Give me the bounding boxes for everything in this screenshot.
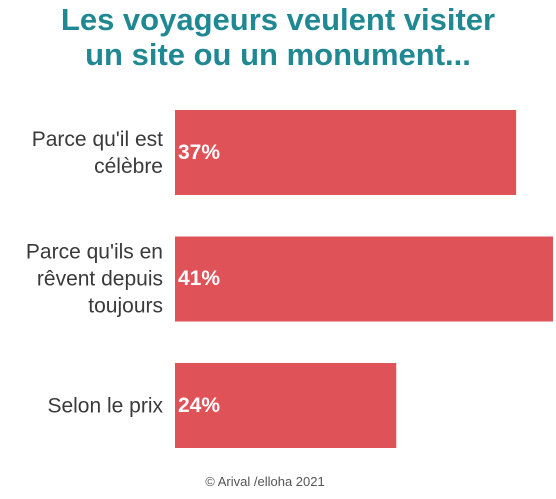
bar <box>175 236 553 322</box>
category-label: Parce qu'ils en rêvent depuis toujours <box>25 240 163 318</box>
value-label: 37% <box>178 140 221 164</box>
footer: © Arival /elloha 2021 <box>205 474 325 489</box>
value-label: 41% <box>178 267 221 290</box>
chart-title: Les voyageurs veulent visiter un site ou… <box>60 2 496 72</box>
category-label: Selon le prix <box>47 394 163 417</box>
value-label: 24% <box>178 393 221 417</box>
bar <box>175 363 397 448</box>
category-label: Parce qu'il est célèbre <box>31 127 163 178</box>
bar <box>175 110 517 195</box>
